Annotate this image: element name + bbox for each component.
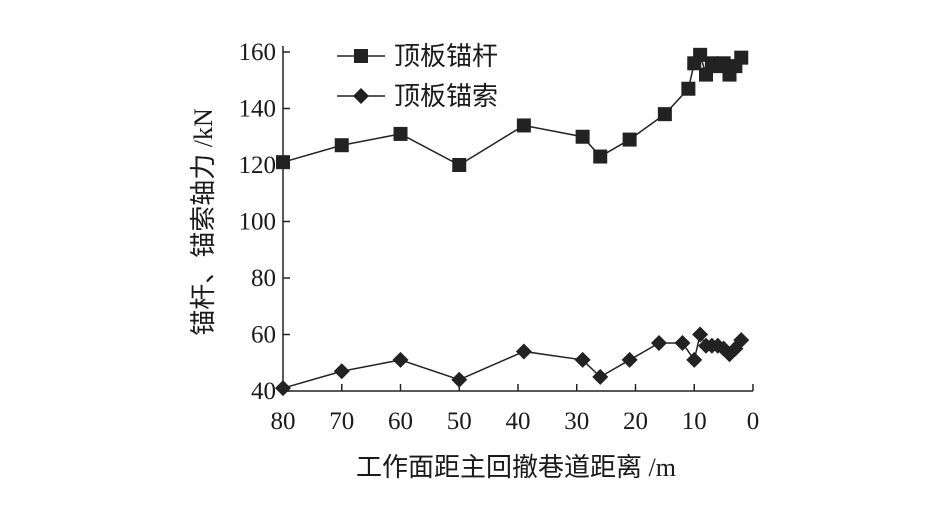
y-tick-label: 140 [239, 96, 277, 123]
legend-label: 顶板锚杆 [394, 42, 498, 71]
diamond-marker [275, 380, 291, 397]
y-tick-label: 160 [239, 39, 277, 66]
legend-item: 顶板锚杆 [337, 42, 498, 71]
square-marker [393, 126, 408, 141]
square-marker [622, 132, 637, 147]
square-marker [699, 67, 713, 82]
x-tick-label: 20 [623, 408, 648, 435]
x-tick-label: 60 [388, 408, 413, 435]
square-marker [516, 118, 531, 133]
diamond-marker [333, 363, 350, 380]
diamond-marker [592, 368, 609, 385]
diamond-marker [674, 334, 691, 351]
series-line [282, 53, 742, 166]
diamond-marker [733, 332, 750, 349]
diamond-marker [651, 334, 667, 351]
square-marker [593, 149, 608, 164]
square-marker [354, 49, 368, 63]
diamond-marker [621, 351, 638, 368]
x-tick-label: 80 [271, 408, 296, 435]
y-tick-label: 120 [239, 152, 277, 179]
x-tick-label: 50 [447, 408, 472, 435]
square-marker [734, 50, 749, 65]
square-marker [334, 138, 349, 153]
square-marker [693, 47, 708, 62]
x-tick-label: 70 [329, 408, 354, 435]
square-marker [657, 107, 672, 122]
diamond-marker [686, 351, 703, 368]
diamond-marker [574, 351, 591, 368]
y-tick-label: 100 [239, 209, 277, 236]
diamond-marker [392, 351, 409, 368]
x-axis-label: 工作面距主回撤巷道距离 /m [356, 453, 676, 482]
x-tick-label: 40 [506, 408, 531, 435]
series-cable [275, 326, 750, 397]
legend-label: 顶板锚索 [394, 82, 498, 111]
square-marker [681, 81, 696, 96]
series-layer [275, 47, 750, 397]
square-marker [575, 129, 590, 144]
x-tick-label: 10 [682, 408, 707, 435]
legend-item: 顶板锚索 [337, 82, 498, 111]
diamond-marker [451, 371, 468, 388]
series-line [282, 332, 742, 389]
y-tick-label: 80 [251, 265, 276, 292]
square-marker [716, 56, 731, 71]
x-tick-label: 30 [564, 408, 589, 435]
square-marker [452, 158, 467, 172]
square-marker [276, 155, 290, 170]
diamond-marker [692, 326, 709, 343]
y-axis-label: 锚杆、锚索轴力 /kN [189, 108, 218, 336]
y-tick-label: 40 [251, 378, 276, 405]
diamond-marker [515, 343, 532, 360]
diamond-marker [353, 88, 369, 104]
x-tick-label: 0 [747, 408, 760, 435]
series-bolt [276, 47, 749, 172]
y-tick-label: 60 [251, 322, 276, 349]
